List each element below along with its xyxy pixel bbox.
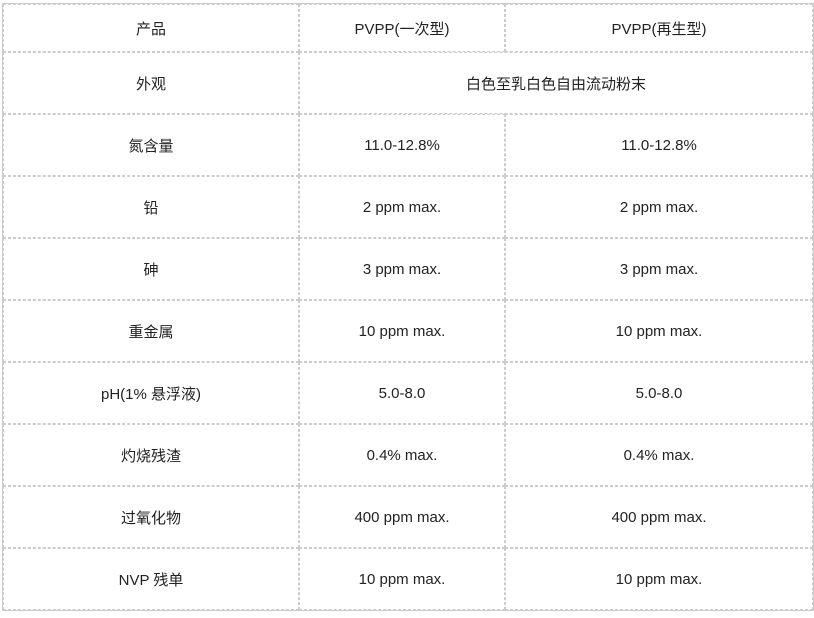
row-label: 砷 (3, 238, 299, 300)
row-value-regenerated: 5.0-8.0 (505, 362, 813, 424)
table-header-row: 产品 PVPP(一次型) PVPP(再生型) (3, 4, 813, 52)
row-label: 重金属 (3, 300, 299, 362)
row-value-regenerated: 400 ppm max. (505, 486, 813, 548)
table-row-heavy-metals: 重金属 10 ppm max. 10 ppm max. (3, 300, 813, 362)
row-label: pH(1% 悬浮液) (3, 362, 299, 424)
row-label: 外观 (3, 52, 299, 114)
table-row-nvp-residual-monomer: NVP 残单 10 ppm max. 10 ppm max. (3, 548, 813, 610)
row-label: 氮含量 (3, 114, 299, 176)
row-label: 铅 (3, 176, 299, 238)
row-value-regenerated: 0.4% max. (505, 424, 813, 486)
row-value-single-use: 10 ppm max. (299, 548, 505, 610)
header-cell-product: 产品 (3, 4, 299, 52)
row-value-regenerated: 10 ppm max. (505, 548, 813, 610)
row-label: 过氧化物 (3, 486, 299, 548)
table-row-nitrogen-content: 氮含量 11.0-12.8% 11.0-12.8% (3, 114, 813, 176)
table-row-ignition-residue: 灼烧残渣 0.4% max. 0.4% max. (3, 424, 813, 486)
row-value-single-use: 5.0-8.0 (299, 362, 505, 424)
row-value-regenerated: 11.0-12.8% (505, 114, 813, 176)
header-cell-pvpp-single-use: PVPP(一次型) (299, 4, 505, 52)
header-cell-pvpp-regenerated: PVPP(再生型) (505, 4, 813, 52)
table-row-lead: 铅 2 ppm max. 2 ppm max. (3, 176, 813, 238)
row-value-regenerated: 3 ppm max. (505, 238, 813, 300)
row-value-spanned: 白色至乳白色自由流动粉末 (299, 52, 813, 114)
row-value-single-use: 10 ppm max. (299, 300, 505, 362)
row-value-single-use: 400 ppm max. (299, 486, 505, 548)
row-value-single-use: 11.0-12.8% (299, 114, 505, 176)
row-value-single-use: 0.4% max. (299, 424, 505, 486)
table-row-appearance: 外观 白色至乳白色自由流动粉末 (3, 52, 813, 114)
row-label: NVP 残单 (3, 548, 299, 610)
table-row-arsenic: 砷 3 ppm max. 3 ppm max. (3, 238, 813, 300)
row-value-regenerated: 2 ppm max. (505, 176, 813, 238)
row-value-single-use: 2 ppm max. (299, 176, 505, 238)
row-value-regenerated: 10 ppm max. (505, 300, 813, 362)
table-row-peroxides: 过氧化物 400 ppm max. 400 ppm max. (3, 486, 813, 548)
row-value-single-use: 3 ppm max. (299, 238, 505, 300)
table-row-ph-suspension: pH(1% 悬浮液) 5.0-8.0 5.0-8.0 (3, 362, 813, 424)
product-spec-table: 产品 PVPP(一次型) PVPP(再生型) 外观 白色至乳白色自由流动粉末 氮… (2, 3, 814, 611)
row-label: 灼烧残渣 (3, 424, 299, 486)
